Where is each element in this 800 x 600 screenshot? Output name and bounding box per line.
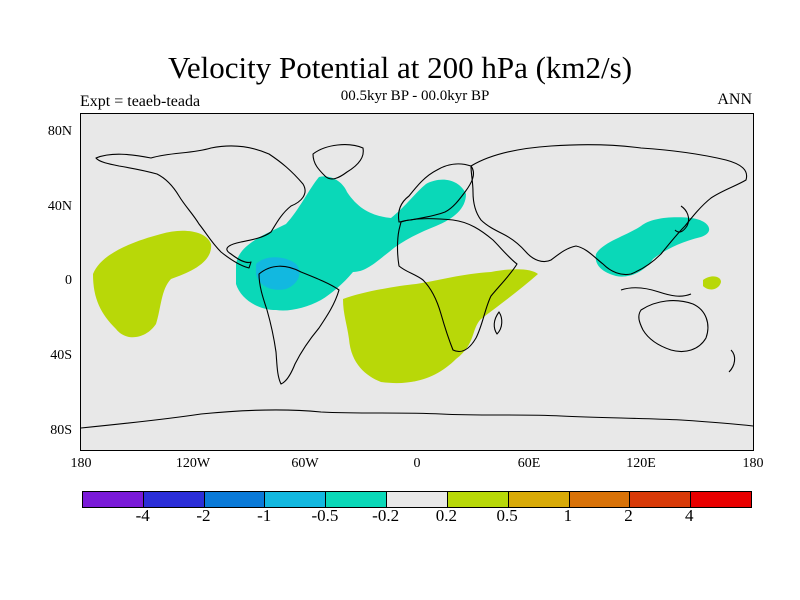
colorbar-swatch: [447, 492, 509, 507]
map-canvas: [81, 114, 753, 450]
colorbar-swatch: [387, 492, 448, 507]
positive-region-south-atlantic: [343, 269, 538, 384]
positive-region-central-pacific: [93, 230, 212, 338]
colorbar-tick-label: 4: [685, 506, 694, 525]
colorbar-swatch: [326, 492, 388, 507]
colorbar-tick-label: 0.5: [496, 506, 518, 525]
lat-tick-label: 80N: [47, 124, 72, 139]
colorbar-tick-label: 1: [563, 506, 573, 525]
colorbar-swatch: [691, 492, 751, 507]
lat-tick-label: 0: [65, 273, 72, 288]
coastline-japan: [674, 205, 690, 233]
contour-fill-layer: [93, 176, 721, 384]
coastline-north-america: [95, 145, 306, 269]
map-panel: [80, 113, 754, 451]
lon-tick-label: 180: [742, 456, 764, 471]
coastline-asia: [470, 144, 748, 276]
coastline-antarctica: [81, 409, 753, 429]
colorbar-swatch: [265, 492, 327, 507]
colorbar-swatch: [83, 492, 144, 507]
plot-subtitle: 00.5kyr BP - 00.0kyr BP: [340, 88, 490, 104]
coastline-africa: [396, 218, 518, 353]
lon-tick-label: 120E: [626, 456, 656, 471]
experiment-label: Expt = teaeb-teada: [80, 93, 201, 110]
colorbar-tick-label: -1: [257, 506, 272, 525]
negative-core-south-america: [256, 257, 300, 290]
lat-tick-label: 40S: [50, 348, 72, 363]
lon-tick-label: 180: [70, 456, 92, 471]
colorbar-swatch: [630, 492, 692, 507]
coastline-indonesia: [620, 287, 692, 297]
colorbar-tick-label: -4: [135, 506, 150, 525]
coastline-australia: [638, 300, 709, 353]
coastline-south-america: [258, 265, 340, 385]
colorbar-swatch: [204, 492, 266, 507]
map-background: [81, 114, 753, 450]
colorbar-tick-label: -0.5: [311, 506, 339, 525]
positive-region-west-pacific: [703, 276, 721, 290]
coastline-madagascar: [493, 311, 503, 335]
colorbar-tick-label: -0.2: [372, 506, 400, 525]
lat-tick-label: 80S: [50, 423, 72, 438]
colorbar-swatch: [508, 492, 570, 507]
lon-tick-label: 60W: [291, 456, 319, 471]
period-label: ANN: [717, 91, 752, 108]
coastline-greenland: [312, 144, 364, 180]
lon-tick-label: 120W: [175, 456, 211, 471]
colorbar-tick-label: 2: [624, 506, 633, 525]
coastline-new-zealand: [728, 349, 736, 373]
coastline-layer: [81, 144, 753, 429]
lon-tick-label: 0: [413, 456, 421, 471]
colorbar-tick-label: -2: [196, 506, 211, 525]
colorbar-swatch: [143, 492, 205, 507]
colorbar-swatch: [569, 492, 631, 507]
plot-title: Velocity Potential at 200 hPa (km2/s): [167, 50, 633, 85]
colorbar: [82, 491, 752, 508]
colorbar-tick-label: 0.2: [435, 506, 457, 525]
lat-tick-label: 40N: [47, 199, 72, 214]
lon-tick-label: 60E: [517, 456, 541, 471]
